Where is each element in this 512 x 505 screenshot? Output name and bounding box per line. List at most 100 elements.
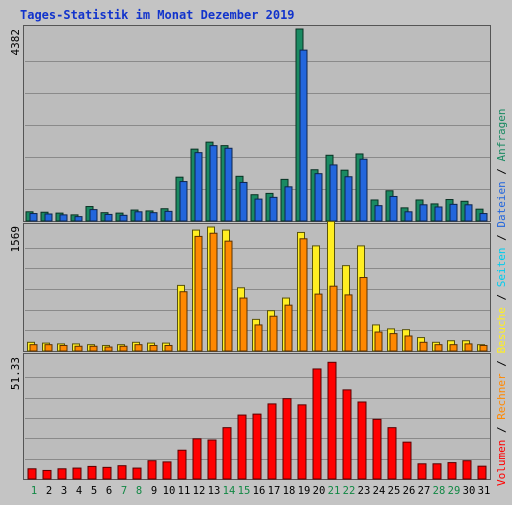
bar-dateien-day-25 — [389, 195, 398, 222]
bar-volumen-day-9 — [147, 460, 157, 480]
bar-dateien-day-23 — [359, 158, 368, 222]
x-tick-label: 3 — [61, 485, 67, 497]
bar-volumen-day-8 — [132, 467, 142, 480]
x-tick-label: 26 — [403, 485, 416, 497]
x-tick-label: 13 — [208, 485, 221, 497]
x-tick-label: 16 — [253, 485, 266, 497]
bar-volumen-day-30 — [462, 460, 472, 480]
bar-rechner-day-19 — [299, 238, 308, 352]
bar-rechner-day-26 — [404, 335, 413, 352]
bottom-max-label: 51.33 — [9, 357, 22, 390]
x-tick-label: 25 — [388, 485, 401, 497]
middle-max-label: 1569 — [9, 226, 22, 253]
bar-rechner-day-5 — [89, 345, 98, 352]
bar-volumen-day-15 — [237, 414, 247, 480]
bar-rechner-day-4 — [74, 345, 83, 352]
legend-separator: / — [495, 354, 508, 374]
legend-separator: / — [495, 161, 508, 181]
legend-entry-anfragen: Anfragen — [495, 108, 508, 161]
x-tick-label: 27 — [418, 485, 431, 497]
legend: Volumen / Rechner / Besuche / Seiten / D… — [495, 108, 508, 486]
bar-rechner-day-3 — [59, 344, 68, 352]
bars-middle — [27, 220, 488, 352]
bar-dateien-day-22 — [344, 176, 353, 222]
x-tick-label: 4 — [76, 485, 82, 497]
x-tick-label: 28 — [433, 485, 446, 497]
bar-volumen-day-1 — [27, 468, 37, 480]
bar-dateien-day-13 — [209, 145, 218, 222]
legend-entry-volumen: Volumen — [495, 440, 508, 486]
bar-rechner-day-29 — [449, 344, 458, 352]
bar-dateien-day-6 — [104, 213, 113, 222]
bar-volumen-day-24 — [372, 418, 382, 480]
bar-volumen-day-31 — [477, 465, 487, 480]
x-tick-label: 18 — [283, 485, 296, 497]
bar-rechner-day-18 — [284, 304, 293, 352]
legend-separator: / — [495, 420, 508, 440]
bar-volumen-day-29 — [447, 462, 457, 480]
bar-volumen-day-19 — [297, 404, 307, 480]
bar-volumen-day-17 — [267, 403, 277, 480]
x-tick-label: 30 — [463, 485, 476, 497]
bar-volumen-day-13 — [207, 439, 217, 480]
bar-dateien-day-5 — [89, 209, 98, 222]
bar-dateien-day-31 — [479, 213, 488, 222]
bar-dateien-day-9 — [149, 212, 158, 222]
bar-rechner-day-13 — [209, 232, 218, 352]
x-tick-label: 17 — [268, 485, 281, 497]
bar-rechner-day-22 — [344, 294, 353, 352]
bar-volumen-day-4 — [72, 467, 82, 480]
x-tick-label: 2 — [46, 485, 52, 497]
x-tick-label: 12 — [193, 485, 206, 497]
bar-rechner-day-25 — [389, 333, 398, 352]
legend-separator: / — [495, 287, 508, 307]
x-tick-label: 10 — [163, 485, 176, 497]
bar-volumen-day-18 — [282, 398, 292, 480]
legend-entry-rechner: Rechner — [495, 373, 508, 420]
bar-rechner-day-24 — [374, 331, 383, 352]
bar-rechner-day-21 — [329, 285, 338, 352]
x-tick-label: 15 — [238, 485, 251, 497]
bar-dateien-day-21 — [329, 164, 338, 222]
x-tick-label: 20 — [313, 485, 326, 497]
bar-volumen-day-3 — [57, 468, 67, 480]
legend-entry-seiten: Seiten — [495, 248, 508, 288]
bars-top — [25, 28, 488, 222]
bar-rechner-day-11 — [179, 291, 188, 352]
bar-rechner-day-30 — [464, 343, 473, 352]
bar-rechner-day-27 — [419, 341, 428, 352]
bar-dateien-day-10 — [164, 210, 173, 222]
bar-volumen-day-21 — [327, 361, 337, 480]
bar-dateien-day-1 — [29, 213, 38, 222]
bar-volumen-day-6 — [102, 466, 112, 480]
bar-volumen-day-26 — [402, 441, 412, 480]
x-tick-label: 21 — [328, 485, 341, 497]
x-tick-label: 9 — [151, 485, 157, 497]
bar-volumen-day-28 — [432, 463, 442, 480]
bar-dateien-day-17 — [269, 196, 278, 222]
bar-dateien-day-26 — [404, 211, 413, 222]
bar-dateien-day-18 — [284, 186, 293, 222]
bar-rechner-day-16 — [254, 324, 263, 352]
bar-rechner-day-23 — [359, 277, 368, 352]
bar-dateien-day-30 — [464, 204, 473, 222]
bar-dateien-day-16 — [254, 198, 263, 222]
bar-rechner-day-31 — [479, 344, 488, 352]
bar-volumen-day-14 — [222, 427, 232, 480]
legend-separator: / — [495, 228, 508, 248]
bar-rechner-day-7 — [119, 345, 128, 352]
bar-dateien-day-20 — [314, 173, 323, 222]
x-tick-label: 29 — [448, 485, 461, 497]
x-tick-label: 22 — [343, 485, 356, 497]
bar-dateien-day-7 — [119, 214, 128, 222]
bar-volumen-day-16 — [252, 413, 262, 480]
bar-volumen-day-27 — [417, 463, 427, 480]
bar-dateien-day-3 — [59, 214, 68, 222]
x-tick-label: 1 — [31, 485, 37, 497]
bar-rechner-day-10 — [164, 344, 173, 352]
x-tick-label: 11 — [178, 485, 191, 497]
bar-dateien-day-19 — [299, 49, 308, 222]
bar-rechner-day-6 — [104, 346, 113, 352]
